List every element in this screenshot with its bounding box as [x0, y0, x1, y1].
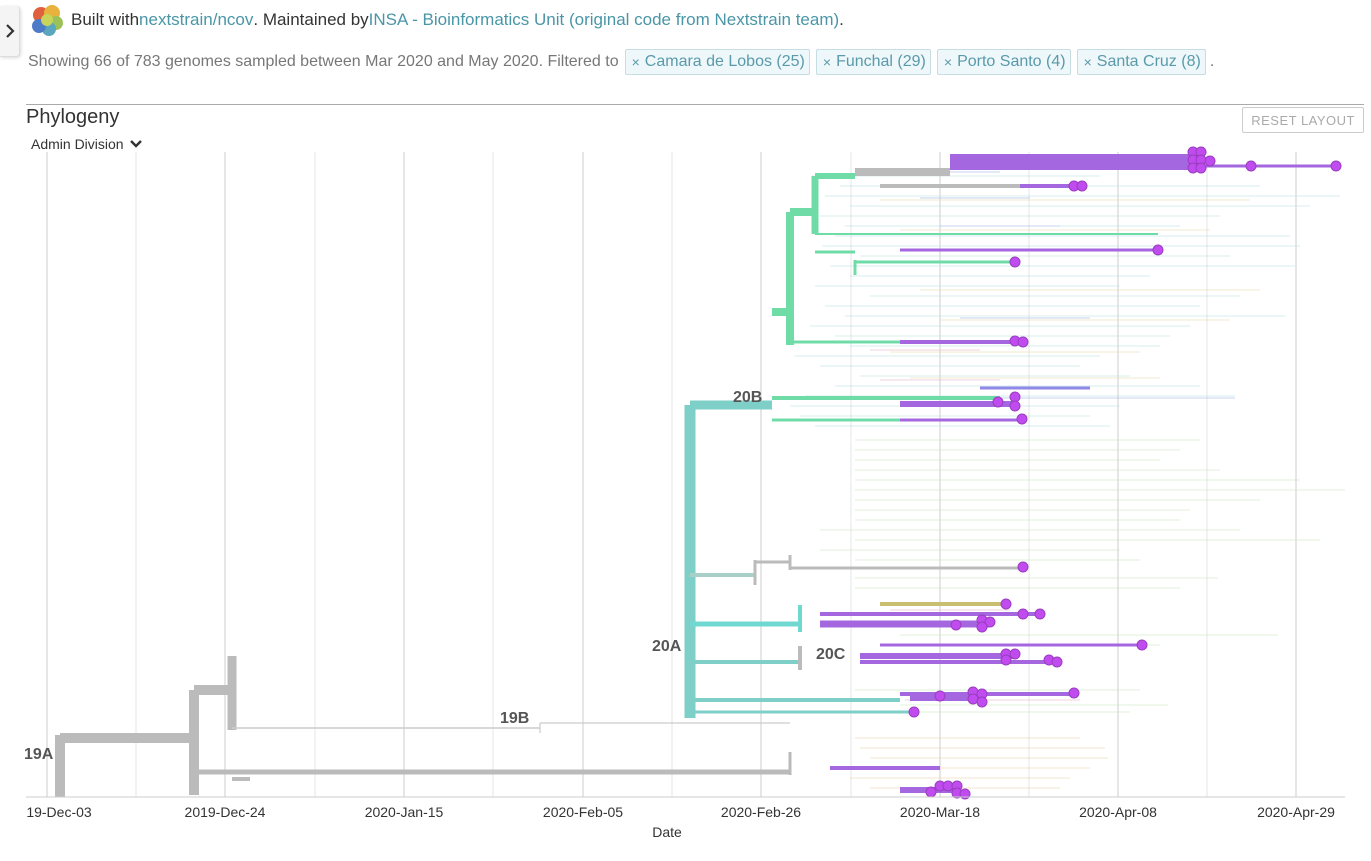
tip-markers[interactable] — [908, 146, 1342, 800]
x-tick-label: 2020-Mar-18 — [900, 804, 980, 820]
axis-clip-mask — [0, 800, 27, 824]
remove-icon[interactable]: × — [1083, 54, 1092, 70]
filter-chip-santa-cruz[interactable]: × Santa Cruz (8) — [1076, 49, 1206, 75]
clade-label-19b: 19B — [500, 710, 529, 727]
sidebar-toggle-button[interactable] — [0, 6, 20, 57]
filter-summary: Showing 66 of 783 genomes sampled betwee… — [28, 48, 1214, 76]
x-tick-label: 2020-Feb-26 — [721, 804, 801, 820]
clade-label-20b: 20B — [733, 389, 762, 406]
clade-label-20a: 20A — [652, 638, 682, 655]
x-axis: 19-Dec-03 2019-Dec-24 2020-Jan-15 2020-F… — [26, 796, 1345, 840]
maintained-by-text: . Maintained by — [253, 10, 369, 29]
x-tick-label: 2019-Dec-24 — [185, 804, 266, 820]
built-with-text: Built with — [71, 10, 140, 29]
byline-end: . — [839, 10, 844, 29]
color-by-label: Admin Division — [31, 136, 124, 152]
remove-icon[interactable]: × — [943, 54, 953, 70]
background-branches — [790, 171, 1345, 789]
clade-label-20c: 20C — [816, 646, 846, 663]
filter-summary-text: Showing 66 of 783 genomes sampled betwee… — [28, 53, 619, 70]
nextstrain-ncov-link[interactable]: nextstrain/ncov — [139, 10, 254, 29]
filter-chip-camara-de-lobos[interactable]: × Camara de Lobos (25) — [624, 49, 810, 75]
chip-label: Porto Santo (4) — [957, 53, 1066, 70]
filter-chip-porto-santo[interactable]: × Porto Santo (4) — [936, 49, 1071, 75]
chip-label: Funchal (29) — [836, 53, 926, 70]
chevron-down-icon — [129, 140, 142, 148]
panel-divider — [26, 104, 1364, 105]
chip-label: Santa Cruz (8) — [1096, 53, 1201, 70]
x-tick-label: 2020-Apr-29 — [1257, 804, 1335, 820]
remove-icon[interactable]: × — [822, 54, 832, 70]
filter-summary-end: . — [1209, 53, 1215, 70]
nextstrain-logo-icon — [32, 5, 63, 36]
maintainer-link[interactable]: INSA - Bioinformatics Unit (original cod… — [368, 10, 840, 29]
remove-icon[interactable]: × — [631, 54, 640, 70]
tree-backbone — [55, 173, 1158, 797]
x-tick-label: 2020-Jan-15 — [365, 804, 444, 820]
panel-title: Phylogeny — [26, 106, 120, 128]
reset-layout-button[interactable]: RESET LAYOUT — [1242, 107, 1364, 133]
x-axis-title: Date — [652, 824, 682, 840]
x-tick-label: 19-Dec-03 — [26, 804, 92, 820]
chip-label: Camara de Lobos (25) — [644, 53, 805, 70]
clade-label-19a: 19A — [24, 746, 54, 763]
color-by-dropdown[interactable]: Admin Division — [31, 136, 142, 152]
x-tick-label: 2020-Feb-05 — [543, 804, 623, 820]
chevron-right-icon — [5, 24, 15, 38]
filter-chip-funchal[interactable]: × Funchal (29) — [815, 49, 931, 75]
x-tick-label: 2020-Apr-08 — [1079, 804, 1157, 820]
byline: Built with nextstrain/ncov . Maintained … — [30, 4, 844, 36]
